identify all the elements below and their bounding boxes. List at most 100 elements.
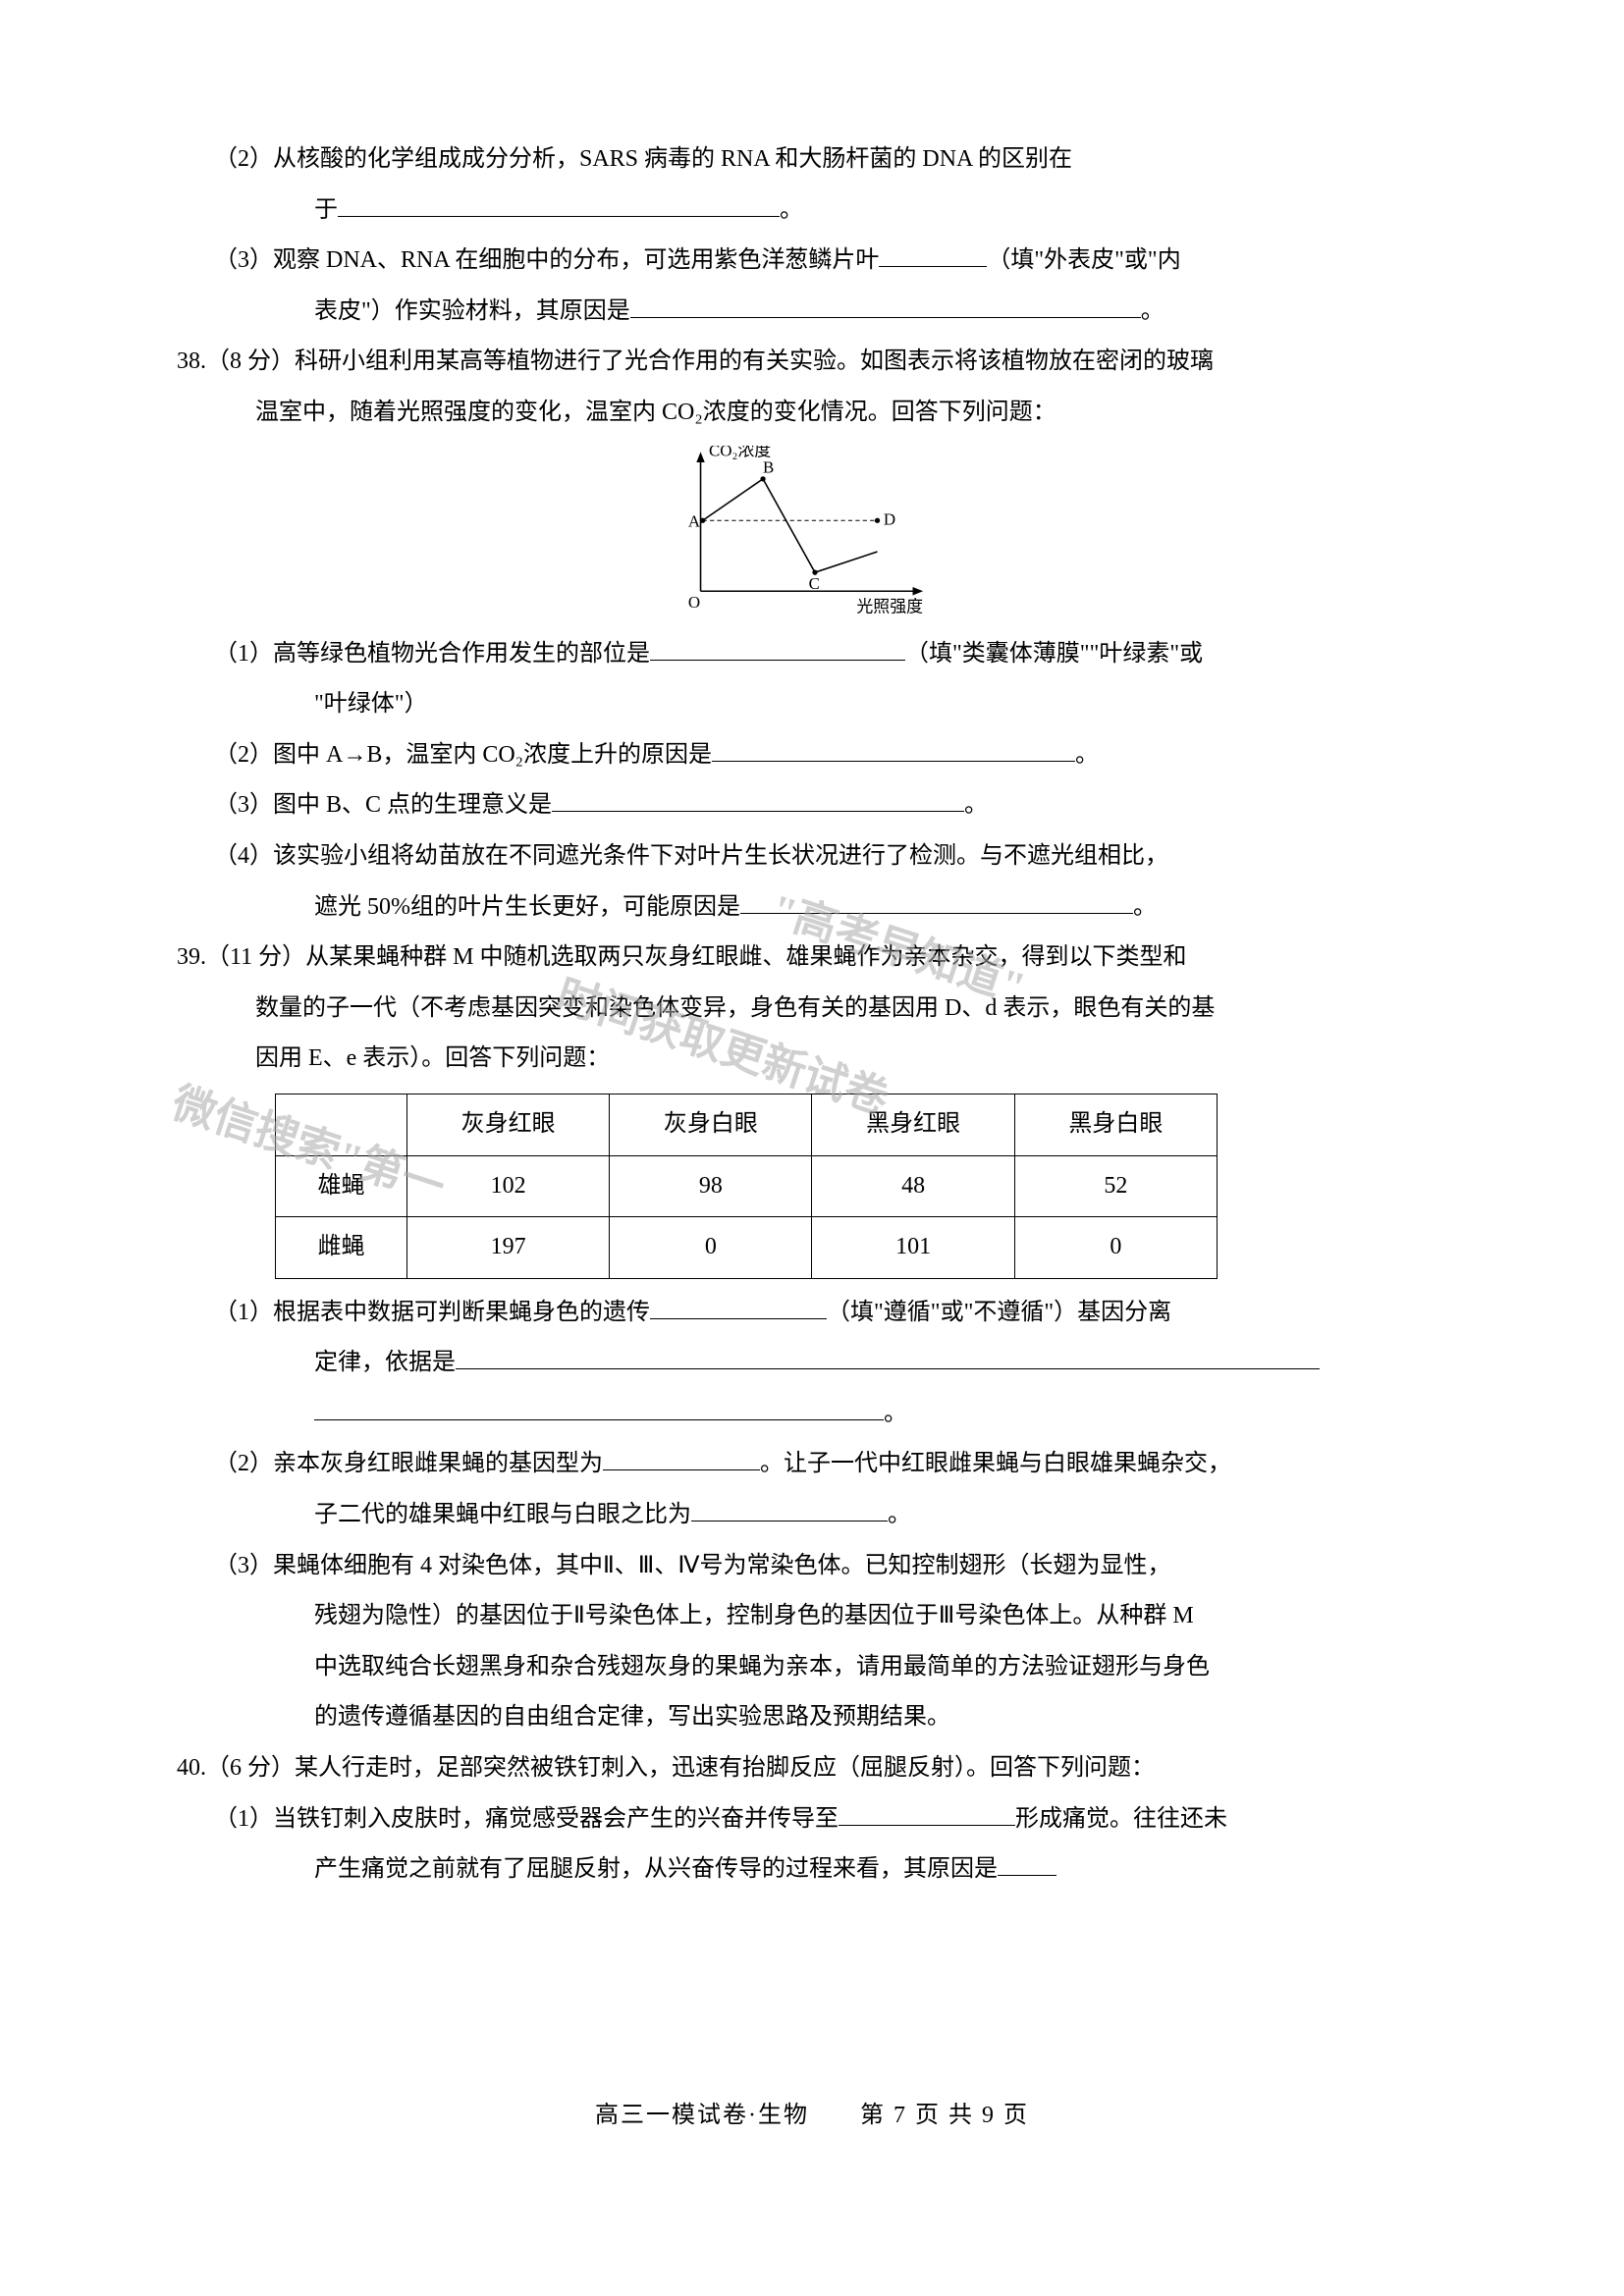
point-b: [760, 476, 765, 481]
q38-sub2-end: 。: [1075, 742, 1099, 768]
table-header-1: 灰身红眼: [406, 1094, 609, 1155]
q39-sub2-text1: （2）亲本灰身红眼雌果蝇的基因型为: [214, 1451, 603, 1476]
q40-intro-line1: 40.（6 分）某人行走时，足部突然被铁钉刺入，迅速有抬脚反应（屈腿反射）。回答…: [255, 1746, 1453, 1791]
q39-sub3-line3: 中选取纯合长翅黑身和杂合残翅灰身的果蝇为亲本，请用最简单的方法验证翅形与身色: [177, 1645, 1453, 1690]
x-arrow: [913, 587, 924, 595]
page-content: （2）从核酸的化学组成成分分析，SARS 病毒的 RNA 和大肠杆菌的 DNA …: [177, 137, 1453, 1898]
q38-sub4-text2: 遮光 50%组的叶片生长更好，可能原因是: [314, 894, 740, 920]
page-footer: 高三一模试卷·生物 第 7 页 共 9 页: [0, 2094, 1624, 2139]
q37-sub2-line2: 于。: [177, 188, 1453, 234]
cell: 雄蝇: [276, 1155, 407, 1217]
point-d: [875, 517, 880, 522]
blank: [456, 1348, 1320, 1369]
q39-sub1-line2: 定律，依据是: [177, 1341, 1453, 1386]
q39-intro-line1: 39.（11 分）从某果蝇种群 M 中随机选取两只灰身红眼雌、雄果蝇作为亲本杂交…: [255, 935, 1453, 981]
q38-sub3: （3）图中 B、C 点的生理意义是 。: [177, 783, 1453, 828]
q39-sub3-line4: 的遗传遵循基因的自由组合定律，写出实验思路及预期结果。: [177, 1695, 1453, 1740]
blank: [691, 1500, 888, 1522]
blank: [740, 892, 1133, 914]
blank: [712, 740, 1075, 762]
cell: 48: [812, 1155, 1014, 1217]
q38-sub4-text1: （4）该实验小组将幼苗放在不同遮光条件下对叶片生长状况进行了检测。与不遮光组相比…: [214, 843, 1168, 869]
q37-sub3-end: 。: [1141, 298, 1164, 324]
q37-sub3-line2: 表皮"）作实验材料，其原因是 。: [177, 290, 1453, 335]
q39-sub2-end: 。: [888, 1502, 911, 1527]
q38-sub4-end: 。: [1133, 894, 1157, 920]
table-header-2: 灰身白眼: [610, 1094, 812, 1155]
q38-intro2: 温室中，随着光照强度的变化，温室内 CO₂浓度的变化情况。回答下列问题：: [255, 400, 1056, 425]
blank: [998, 1854, 1056, 1876]
q38-intro1: 38.（8 分）科研小组利用某高等植物进行了光合作用的有关实验。如图表示将该植物…: [177, 348, 1214, 374]
chart-svg: CO₂浓度 A B C D O 光照强度: [677, 446, 952, 622]
q38-sub3-text1: （3）图中 B、C 点的生理意义是: [214, 792, 552, 818]
q39-intro-line2: 数量的子一代（不考虑基因突变和染色体变异，身色有关的基因用 D、d 表示，眼色有…: [177, 987, 1453, 1032]
co2-chart: CO₂浓度 A B C D O 光照强度: [677, 446, 952, 622]
table-header-0: [276, 1094, 407, 1155]
q39-sub3-text1: （3）果蝇体细胞有 4 对染色体，其中Ⅱ、Ⅲ、Ⅳ号为常染色体。已知控制翅形（长翅…: [214, 1553, 1171, 1578]
y-arrow: [696, 452, 704, 462]
q38-intro-line2: 温室中，随着光照强度的变化，温室内 CO₂浓度的变化情况。回答下列问题：: [177, 391, 1453, 436]
q39-sub2-text2: 。让子一代中红眼雌果蝇与白眼雄果蝇杂交，: [760, 1451, 1231, 1476]
blank: [314, 1399, 884, 1420]
q37-sub2-text1: （2）从核酸的化学组成成分分析，SARS 病毒的 RNA 和大肠杆菌的 DNA …: [214, 146, 1072, 172]
q39-intro2: 数量的子一代（不考虑基因突变和染色体变异，身色有关的基因用 D、d 表示，眼色有…: [255, 995, 1215, 1021]
q39-sub1-line1: （1）根据表中数据可判断果蝇身色的遗传 （填"遵循"或"不遵循"）基因分离: [177, 1291, 1453, 1336]
origin-o: O: [688, 593, 700, 612]
cell: 52: [1014, 1155, 1217, 1217]
q38-intro-line1: 38.（8 分）科研小组利用某高等植物进行了光合作用的有关实验。如图表示将该植物…: [255, 340, 1453, 385]
label-b: B: [763, 457, 774, 476]
q37-sub3-line1: （3）观察 DNA、RNA 在细胞中的分布，可选用紫色洋葱鳞片叶 （填"外表皮"或…: [177, 239, 1453, 284]
blank: [879, 245, 987, 267]
q40-sub1-text2: 形成痛觉。往往还未: [1015, 1806, 1227, 1832]
q38-sub4-line1: （4）该实验小组将幼苗放在不同遮光条件下对叶片生长状况进行了检测。与不遮光组相比…: [177, 834, 1453, 880]
blank: [552, 790, 964, 812]
blank: [650, 1298, 827, 1319]
cell: 101: [812, 1217, 1014, 1279]
q37-sub2-text2: 于: [314, 197, 338, 223]
q39-intro1: 39.（11 分）从某果蝇种群 M 中随机选取两只灰身红眼雌、雄果蝇作为亲本杂交…: [177, 944, 1186, 970]
footer-text: 高三一模试卷·生物 第 7 页 共 9 页: [595, 2103, 1029, 2128]
q40-sub1-text3: 产生痛觉之前就有了屈腿反射，从兴奋传导的过程来看，其原因是: [314, 1856, 998, 1882]
q40-sub1-text1: （1）当铁钉刺入皮肤时，痛觉感受器会产生的兴奋并传导至: [214, 1806, 839, 1832]
q39-intro-line3: 因用 E、e 表示）。回答下列问题：: [177, 1037, 1453, 1082]
table-header-3: 黑身红眼: [812, 1094, 1014, 1155]
q37-sub2-end: 。: [780, 197, 803, 223]
cell: 0: [1014, 1217, 1217, 1279]
label-d: D: [884, 509, 895, 528]
cell: 98: [610, 1155, 812, 1217]
q38-sub1-text2: （填"类囊体薄膜""叶绿素"或: [905, 641, 1203, 667]
table-header-4: 黑身白眼: [1014, 1094, 1217, 1155]
q38-sub1-text3: "叶绿体"）: [314, 691, 428, 717]
q40-sub1-line1: （1）当铁钉刺入皮肤时，痛觉感受器会产生的兴奋并传导至 形成痛觉。往往还未: [177, 1797, 1453, 1842]
q39-sub3-text4: 的遗传遵循基因的自由组合定律，写出实验思路及预期结果。: [314, 1704, 950, 1730]
q39-sub3-line1: （3）果蝇体细胞有 4 对染色体，其中Ⅱ、Ⅲ、Ⅳ号为常染色体。已知控制翅形（长翅…: [177, 1544, 1453, 1589]
q39-sub1-text2: （填"遵循"或"不遵循"）基因分离: [827, 1300, 1171, 1325]
table-header-row: 灰身红眼 灰身白眼 黑身红眼 黑身白眼: [276, 1094, 1218, 1155]
table-row: 雄蝇 102 98 48 52: [276, 1155, 1218, 1217]
q39-table: 灰身红眼 灰身白眼 黑身红眼 黑身白眼 雄蝇 102 98 48 52 雌蝇 1…: [275, 1094, 1218, 1279]
q39-sub2-text3: 子二代的雄果蝇中红眼与白眼之比为: [314, 1502, 691, 1527]
q38-sub3-end: 。: [964, 792, 988, 818]
data-line: [703, 478, 878, 571]
q38-sub1-line2: "叶绿体"）: [177, 682, 1453, 727]
q39-sub1-line3: 。: [177, 1392, 1453, 1437]
cell: 102: [406, 1155, 609, 1217]
q40-intro1: 40.（6 分）某人行走时，足部突然被铁钉刺入，迅速有抬脚反应（屈腿反射）。回答…: [177, 1755, 1155, 1781]
blank: [650, 639, 905, 661]
q38-sub2: （2）图中 A→B，温室内 CO₂浓度上升的原因是 。: [177, 733, 1453, 778]
q39-sub2-line2: 子二代的雄果蝇中红眼与白眼之比为 。: [177, 1493, 1453, 1538]
table-row: 雌蝇 197 0 101 0: [276, 1217, 1218, 1279]
q39-sub1-text1: （1）根据表中数据可判断果蝇身色的遗传: [214, 1300, 650, 1325]
q38-sub2-text1: （2）图中 A→B，温室内 CO₂浓度上升的原因是: [214, 742, 712, 768]
q39-sub2-line1: （2）亲本灰身红眼雌果蝇的基因型为 。让子一代中红眼雌果蝇与白眼雄果蝇杂交，: [177, 1442, 1453, 1487]
q37-sub3-text2: （填"外表皮"或"内: [987, 247, 1180, 273]
q37-sub2-line1: （2）从核酸的化学组成成分分析，SARS 病毒的 RNA 和大肠杆菌的 DNA …: [177, 137, 1453, 183]
q37-sub3-text3: 表皮"）作实验材料，其原因是: [314, 298, 630, 324]
q39-sub1-text3: 定律，依据是: [314, 1350, 456, 1375]
blank: [603, 1449, 760, 1470]
label-c: C: [809, 574, 820, 593]
cell: 197: [406, 1217, 609, 1279]
q39-intro3: 因用 E、e 表示）。回答下列问题：: [255, 1045, 610, 1071]
q38-sub1-text1: （1）高等绿色植物光合作用发生的部位是: [214, 641, 650, 667]
q37-sub3-text1: （3）观察 DNA、RNA 在细胞中的分布，可选用紫色洋葱鳞片叶: [214, 247, 879, 273]
